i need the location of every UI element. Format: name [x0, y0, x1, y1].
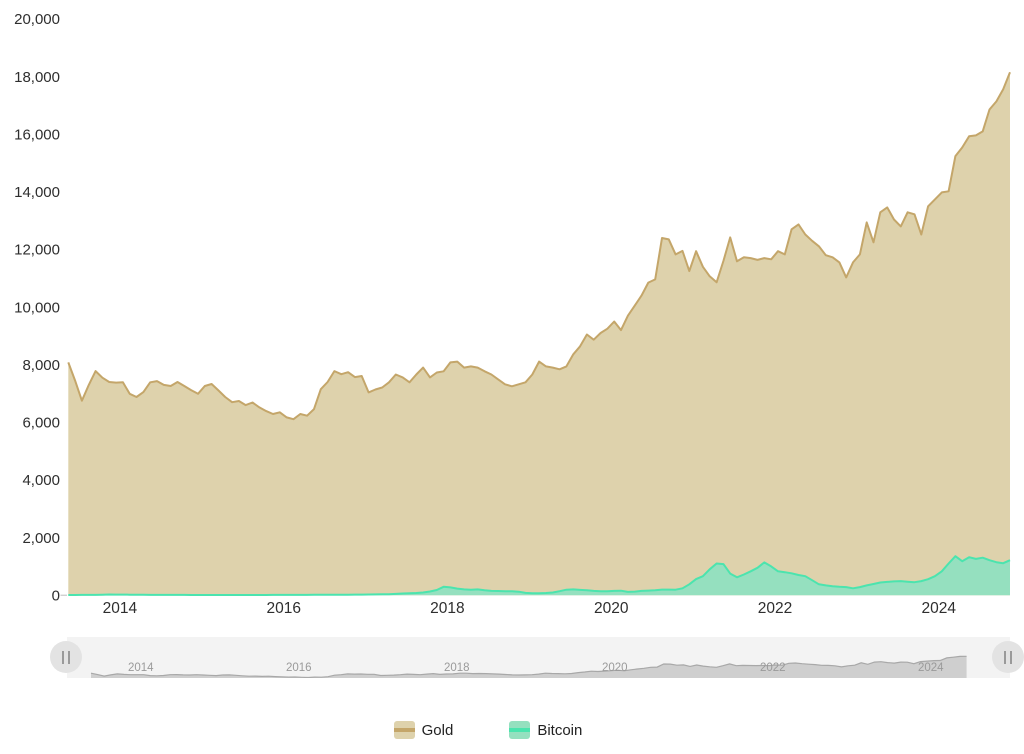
- y-axis-label: 18,000: [14, 69, 60, 86]
- y-axis-label: 20,000: [14, 11, 60, 28]
- navigator-axis-label: 2024: [918, 662, 944, 674]
- x-axis-label: 2024: [922, 600, 957, 617]
- bitcoin-swatch-line: [509, 728, 531, 732]
- navigator-line: [90, 655, 967, 678]
- navigator-preview-chart: 2014 2016 2018 2020 2022 2024: [90, 655, 967, 678]
- y-axis-label: 8,000: [22, 357, 60, 374]
- grip-icon: [1004, 650, 1006, 664]
- grip-icon: [1010, 650, 1012, 664]
- x-axis-label: 2020: [594, 600, 629, 617]
- gold-swatch: [393, 721, 415, 739]
- navigator-axis-label: 2014: [128, 662, 154, 674]
- legend-label: Gold: [421, 721, 454, 739]
- navigator-axis-label: 2022: [760, 662, 786, 674]
- grip-icon: [62, 650, 64, 664]
- bitcoin-swatch: [509, 721, 531, 739]
- navigator-track[interactable]: 2014 2016 2018 2020 2022 2024: [67, 637, 1010, 678]
- legend-item-bitcoin[interactable]: Bitcoin: [509, 721, 582, 739]
- bitcoin-line: [68, 555, 1011, 596]
- y-axis-label: 6,000: [22, 415, 60, 432]
- bitcoin-area[interactable]: [68, 556, 1011, 596]
- legend-label: Bitcoin: [537, 721, 583, 739]
- x-axis-label: 2018: [430, 600, 464, 617]
- y-axis-label: 16,000: [14, 126, 60, 143]
- gold-line: [67, 71, 1011, 421]
- legend-item-gold[interactable]: Gold: [393, 721, 454, 739]
- gold-area[interactable]: [68, 72, 1011, 596]
- navigator-area: [91, 656, 967, 678]
- grip-icon: [68, 650, 70, 664]
- y-axis-label: 2,000: [22, 530, 60, 547]
- y-axis-label: 10,000: [14, 299, 60, 316]
- y-axis-label: 0: [52, 587, 60, 604]
- navigator-axis-label: 2020: [602, 662, 628, 674]
- legend: Gold Bitcoin: [0, 721, 1000, 739]
- navigator-axis-label: 2016: [286, 662, 312, 674]
- x-axis-label: 2016: [266, 600, 300, 617]
- navigator-axis-label: 2018: [444, 662, 470, 674]
- y-axis-label: 14,000: [14, 184, 60, 201]
- x-axis-label: 2022: [758, 600, 792, 617]
- x-axis-label: 2014: [103, 600, 138, 617]
- navigator-start-grip[interactable]: [50, 641, 82, 673]
- y-axis-label: 4,000: [22, 472, 60, 489]
- navigator-end-grip[interactable]: [992, 641, 1024, 673]
- y-axis-label: 12,000: [14, 242, 60, 259]
- gold-swatch-line: [393, 728, 415, 732]
- price-chart[interactable]: 0 2,000 4,000 6,000 8,000 10,000 12,000 14,000 1…: [0, 0, 1024, 622]
